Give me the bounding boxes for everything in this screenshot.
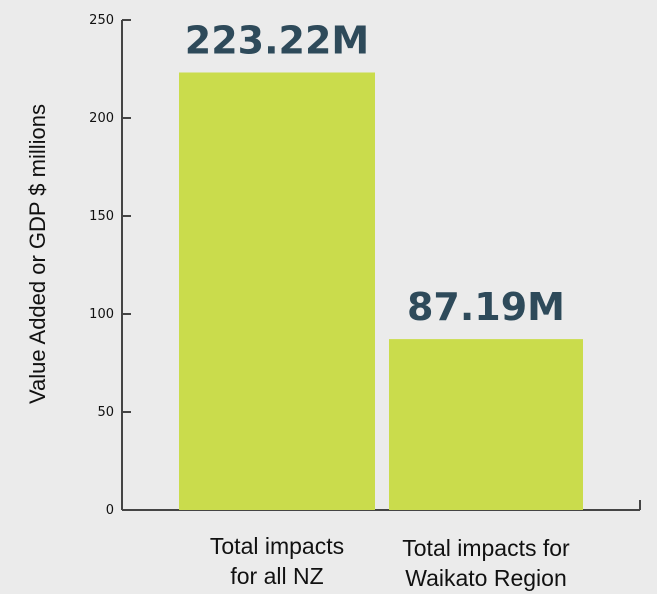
x-tick-label: Total impacts for bbox=[402, 535, 570, 561]
x-tick-label: for all NZ bbox=[230, 563, 323, 589]
y-tick-label: 250 bbox=[89, 13, 114, 28]
y-tick-label: 200 bbox=[89, 111, 114, 126]
data-label: 223.22M bbox=[185, 18, 369, 62]
bar bbox=[389, 339, 583, 510]
data-label: 87.19M bbox=[407, 285, 565, 329]
y-tick-label: 150 bbox=[89, 209, 114, 224]
x-tick-label: Total impacts bbox=[210, 533, 344, 559]
y-tick-label: 100 bbox=[89, 307, 114, 322]
y-tick-label: 0 bbox=[106, 503, 114, 518]
x-tick-label: Waikato Region bbox=[405, 565, 567, 591]
y-tick-label: 50 bbox=[97, 405, 114, 420]
bar bbox=[179, 72, 375, 510]
